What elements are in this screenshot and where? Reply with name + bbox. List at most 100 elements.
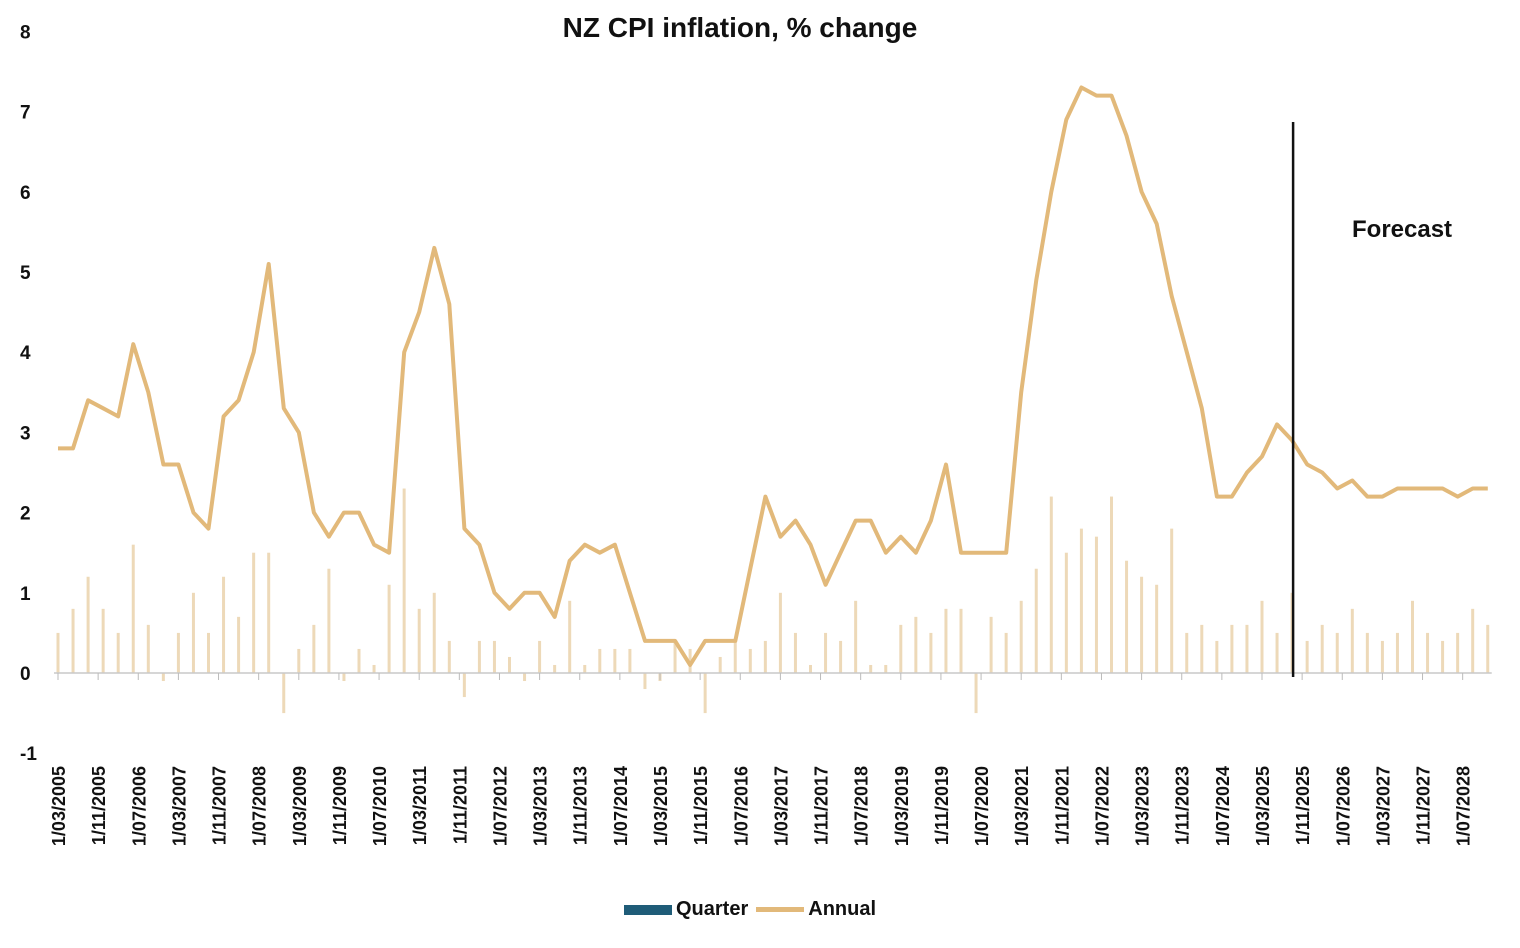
x-tick-label: 1/03/2023 [1133, 766, 1153, 846]
quarter-bar [372, 664, 376, 673]
x-tick-label: 1/07/2016 [731, 766, 751, 846]
legend-item-quarter: Quarter [624, 898, 748, 921]
x-tick-label: 1/03/2011 [410, 766, 430, 845]
y-tick-label: 5 [20, 263, 31, 284]
x-tick-label: 1/07/2026 [1333, 766, 1353, 846]
quarter-bar [1185, 632, 1189, 673]
x-tick-label: 1/03/2009 [290, 766, 310, 846]
quarter-bar [613, 648, 617, 673]
quarter-bar [282, 673, 286, 714]
quarter-bar [1426, 632, 1430, 673]
quarter-bar [1200, 624, 1204, 673]
quarter-bar [417, 608, 421, 673]
x-tick-label: 1/07/2006 [129, 766, 149, 846]
legend-label-quarter: Quarter [676, 898, 749, 920]
quarter-bar [1350, 608, 1354, 673]
x-tick-label: 1/03/2027 [1373, 766, 1393, 846]
quarter-bar [101, 608, 105, 673]
y-tick-label: 2 [20, 504, 31, 525]
x-tick-label: 1/11/2021 [1052, 766, 1072, 845]
quarter-bar [56, 632, 60, 673]
quarter-bar [703, 673, 707, 714]
quarter-bar [1079, 528, 1083, 673]
x-tick-label: 1/07/2014 [611, 766, 631, 846]
quarter-bar [1245, 624, 1249, 673]
quarter-bar [628, 648, 632, 673]
quarter-bar [598, 648, 602, 673]
quarter-bar [1049, 496, 1053, 673]
quarter-bar [673, 640, 677, 673]
quarter-bar [763, 640, 767, 673]
x-tick-label: 1/07/2008 [250, 766, 270, 846]
quarter-bar [312, 624, 316, 673]
x-tick-label: 1/11/2005 [89, 766, 109, 845]
quarter-bar [538, 640, 542, 673]
y-tick-label: 8 [20, 22, 31, 43]
forecast-label: Forecast [1352, 216, 1452, 243]
quarter-bar [1094, 536, 1098, 673]
x-tick-label: 1/11/2023 [1173, 766, 1193, 845]
x-tick-label: 1/07/2018 [852, 766, 872, 846]
legend: Quarter Annual [624, 898, 876, 921]
quarter-bar [191, 592, 195, 673]
quarter-bar [1260, 600, 1264, 673]
quarter-bar [643, 673, 647, 690]
quarter-bar [462, 673, 466, 698]
quarter-bar [733, 640, 737, 673]
quarter-bar [568, 600, 572, 673]
quarter-bar [718, 656, 722, 673]
x-tick-label: 1/07/2022 [1092, 766, 1112, 846]
quarter-bar [793, 632, 797, 673]
quarter-bar [477, 640, 481, 673]
quarter-bar [914, 616, 918, 673]
quarter-bar [492, 640, 496, 673]
quarter-bar [447, 640, 451, 673]
quarter-bar [1155, 584, 1159, 673]
quarter-bar [778, 592, 782, 673]
quarter-bar [327, 568, 331, 673]
x-tick-label: 1/11/2027 [1414, 766, 1434, 845]
chart-title: NZ CPI inflation, % change [562, 12, 918, 43]
quarter-bar [1110, 496, 1113, 673]
y-tick-label: 1 [20, 584, 31, 605]
y-tick-label: -1 [20, 744, 37, 765]
quarter-bar [869, 664, 873, 673]
quarter-bar [1215, 640, 1219, 673]
x-tick-label: 1/11/2007 [210, 766, 230, 845]
quarter-bar [71, 608, 75, 673]
x-tick-label: 1/03/2021 [1012, 766, 1032, 846]
quarter-bar [1019, 600, 1023, 673]
legend-label-annual: Annual [808, 898, 877, 920]
quarter-bar [146, 624, 150, 673]
quarter-bar [809, 664, 812, 673]
y-tick-label: 0 [20, 664, 31, 685]
x-tick-label: 1/07/2010 [370, 766, 390, 846]
quarter-bar [1305, 640, 1309, 673]
x-tick-label: 1/03/2013 [531, 766, 551, 846]
quarter-bar [523, 673, 527, 682]
x-tick-label: 1/11/2009 [330, 766, 350, 845]
quarter-bar [944, 608, 948, 673]
y-tick-label: 7 [20, 103, 31, 124]
quarter-bar [267, 552, 271, 673]
quarter-bar [1125, 560, 1129, 673]
quarter-bar [432, 592, 436, 673]
quarter-bar [86, 576, 90, 673]
x-tick-label: 1/11/2017 [812, 766, 832, 845]
x-tick-label: 1/07/2020 [972, 766, 992, 846]
quarter-bar [1230, 624, 1234, 673]
quarter-bar [854, 600, 858, 673]
x-axis: 1/03/2005 1/11/2005 1/07/2006 1/03/2007 1/11… [49, 673, 1474, 846]
x-tick-label: 1/11/2019 [932, 766, 952, 845]
y-tick-label: 3 [20, 423, 31, 444]
quarter-bar [1395, 632, 1399, 673]
quarter-bar [824, 632, 828, 673]
quarter-bar [1365, 632, 1369, 673]
quarter-bar [161, 673, 165, 682]
quarter-bar [1456, 632, 1460, 673]
x-tick-label: 1/03/2015 [651, 766, 671, 846]
quarter-bar [1320, 624, 1324, 673]
x-tick-label: 1/03/2025 [1253, 766, 1273, 846]
quarter-bar [748, 648, 752, 673]
quarter-bar [1471, 608, 1475, 673]
